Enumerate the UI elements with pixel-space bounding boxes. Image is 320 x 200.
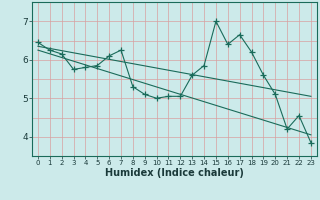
X-axis label: Humidex (Indice chaleur): Humidex (Indice chaleur) [105, 168, 244, 178]
